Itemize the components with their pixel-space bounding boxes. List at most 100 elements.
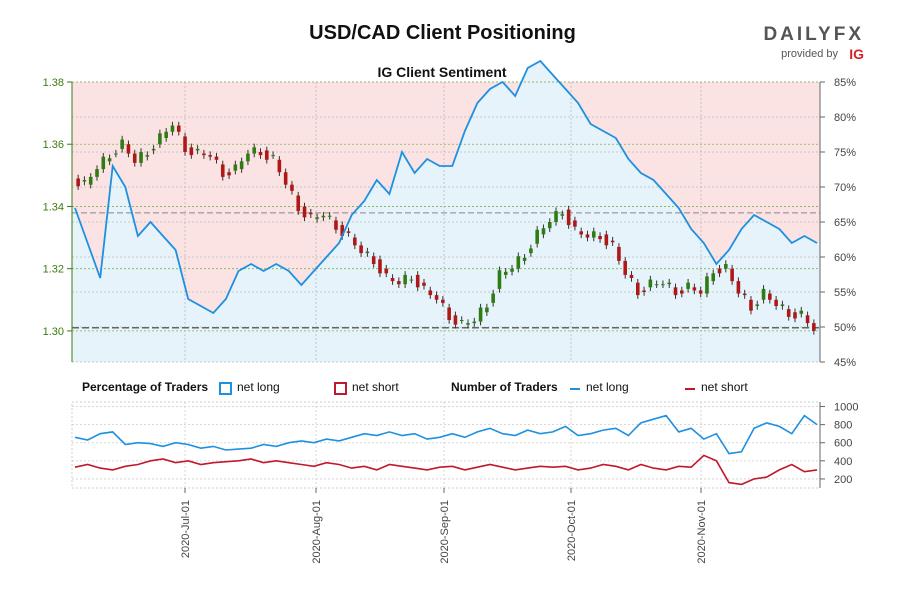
candle-body bbox=[346, 231, 351, 233]
candle-body bbox=[441, 299, 445, 303]
candle-body bbox=[214, 156, 219, 160]
candle-body bbox=[76, 178, 80, 187]
sentiment-tick-label: 45% bbox=[834, 357, 856, 369]
candle-body bbox=[761, 288, 766, 300]
candle-body bbox=[283, 172, 288, 185]
candle-body bbox=[447, 307, 451, 320]
candle-body bbox=[535, 229, 539, 244]
candle-body bbox=[422, 282, 426, 286]
candle-body bbox=[453, 315, 458, 325]
candle-body bbox=[617, 246, 621, 261]
count-tick-label: 400 bbox=[834, 456, 852, 468]
candle-body bbox=[573, 220, 577, 227]
chart-subtitle: IG Client Sentiment bbox=[377, 64, 507, 80]
candle-body bbox=[340, 225, 345, 236]
candle-body bbox=[541, 228, 546, 235]
candle-body bbox=[409, 279, 414, 281]
month-tick-label: 2020-Sep-01 bbox=[439, 500, 451, 564]
candle-body bbox=[799, 310, 804, 314]
candle-body bbox=[768, 293, 772, 300]
price-tick-label: 1.30 bbox=[43, 326, 64, 338]
legend-short-box-icon bbox=[334, 382, 347, 395]
candle-body bbox=[724, 264, 728, 269]
candle-body bbox=[120, 139, 124, 149]
candle-body bbox=[730, 268, 734, 282]
count-tick-label: 800 bbox=[834, 420, 852, 432]
candle-body bbox=[309, 212, 313, 215]
candle-body bbox=[220, 164, 225, 177]
price-tick-label: 1.32 bbox=[43, 264, 64, 276]
legend-long-line-icon bbox=[570, 388, 580, 390]
legend-number-long: net long bbox=[586, 380, 629, 394]
candle-body bbox=[736, 281, 741, 294]
candle-body bbox=[101, 156, 106, 170]
legend-percentage-long: net long bbox=[237, 380, 280, 394]
sentiment-tick-label: 75% bbox=[834, 147, 856, 159]
legend-number-header: Number of Traders bbox=[451, 380, 558, 394]
candle-body bbox=[139, 152, 143, 163]
candle-body bbox=[466, 323, 470, 325]
candle-body bbox=[667, 282, 672, 285]
legend-number-short: net short bbox=[701, 380, 748, 394]
candle-body bbox=[264, 150, 269, 160]
candle-body bbox=[472, 321, 477, 324]
legend-long-box-icon bbox=[219, 382, 232, 395]
candle-body bbox=[183, 136, 187, 152]
month-tick-label: 2020-Oct-01 bbox=[566, 500, 578, 561]
candle-body bbox=[95, 169, 99, 177]
candle-body bbox=[547, 222, 552, 229]
logo-wordmark: DAILYFX bbox=[763, 24, 864, 45]
candle-body bbox=[88, 176, 93, 185]
candle-body bbox=[642, 290, 646, 292]
month-tick-label: 2020-Nov-01 bbox=[696, 500, 708, 564]
candle-body bbox=[459, 320, 464, 321]
sentiment-tick-label: 60% bbox=[834, 252, 856, 264]
candle-body bbox=[321, 215, 326, 218]
price-tick-label: 1.38 bbox=[43, 77, 64, 89]
candle-body bbox=[673, 287, 678, 296]
candle-body bbox=[566, 209, 571, 226]
candle-body bbox=[623, 260, 628, 275]
candle-body bbox=[780, 304, 785, 306]
candle-body bbox=[717, 268, 722, 274]
net-long-sentiment-line bbox=[74, 59, 818, 315]
candle-body bbox=[635, 282, 640, 296]
candle-body bbox=[698, 290, 703, 294]
candle-body bbox=[604, 234, 609, 246]
candle-body bbox=[334, 220, 338, 230]
candle-body bbox=[629, 274, 634, 278]
candle-body bbox=[158, 133, 162, 145]
candle-body bbox=[529, 248, 533, 254]
candle-body bbox=[327, 215, 332, 217]
candle-body bbox=[170, 125, 175, 132]
candle-body bbox=[189, 147, 194, 156]
candle-body bbox=[233, 164, 238, 171]
candle-body bbox=[774, 299, 778, 306]
candle-body bbox=[661, 284, 665, 286]
legend-percentage-short: net short bbox=[352, 380, 399, 394]
candle-body bbox=[485, 307, 489, 313]
candle-body bbox=[497, 270, 502, 289]
candle-body bbox=[786, 309, 791, 317]
candle-body bbox=[812, 323, 816, 331]
short-sentiment-area bbox=[72, 82, 820, 362]
candle-body bbox=[365, 251, 370, 254]
sentiment-tick-label: 85% bbox=[834, 77, 856, 89]
candle-body bbox=[164, 131, 168, 138]
candle-body bbox=[271, 155, 275, 157]
candle-body bbox=[208, 155, 212, 157]
candle-body bbox=[805, 315, 810, 324]
candle-body bbox=[252, 147, 257, 154]
long-sentiment-area bbox=[72, 61, 820, 362]
candle-body bbox=[239, 161, 244, 170]
sentiment-tick-label: 50% bbox=[834, 322, 856, 334]
count-tick-label: 200 bbox=[834, 474, 852, 486]
candle-body bbox=[686, 282, 690, 289]
candle-body bbox=[315, 217, 319, 219]
candle-body bbox=[277, 159, 282, 173]
candle-body bbox=[246, 153, 250, 162]
candle-body bbox=[371, 256, 376, 264]
candle-body bbox=[654, 284, 659, 286]
candle-body bbox=[378, 259, 382, 274]
